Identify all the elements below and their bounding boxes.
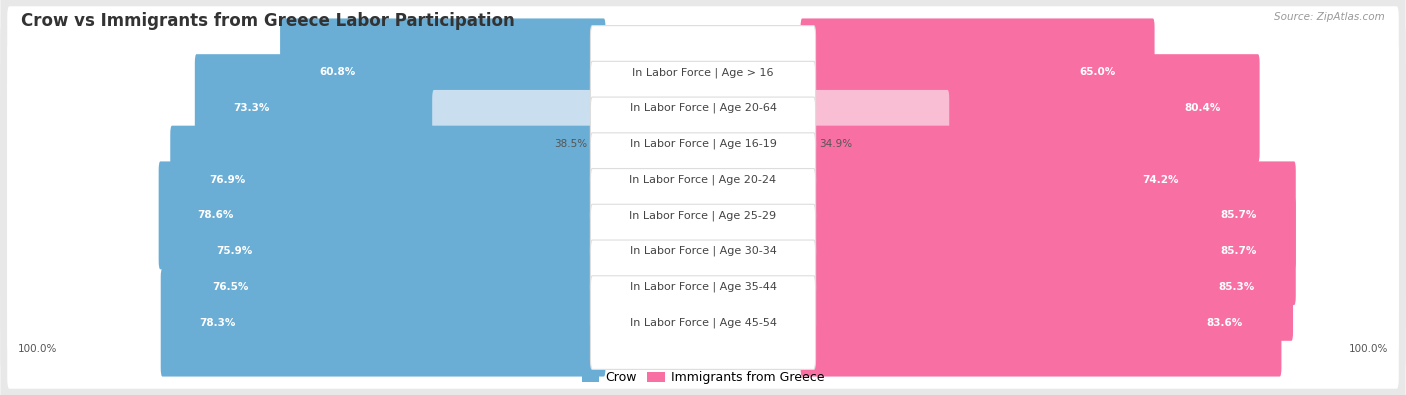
FancyBboxPatch shape [591,133,815,226]
Text: 76.9%: 76.9% [209,175,246,184]
FancyBboxPatch shape [800,233,1294,341]
Text: 73.3%: 73.3% [233,103,270,113]
FancyBboxPatch shape [591,97,815,191]
FancyBboxPatch shape [800,19,1154,126]
FancyBboxPatch shape [800,126,1218,233]
Text: In Labor Force | Age 30-34: In Labor Force | Age 30-34 [630,246,776,256]
FancyBboxPatch shape [800,162,1296,269]
FancyBboxPatch shape [0,130,1406,301]
FancyBboxPatch shape [0,59,1406,229]
FancyBboxPatch shape [800,197,1296,305]
FancyBboxPatch shape [170,126,606,233]
FancyBboxPatch shape [0,166,1406,336]
FancyBboxPatch shape [800,54,1260,162]
FancyBboxPatch shape [591,240,815,334]
Text: Source: ZipAtlas.com: Source: ZipAtlas.com [1274,12,1385,22]
FancyBboxPatch shape [7,6,1399,139]
Text: 85.7%: 85.7% [1220,246,1257,256]
Text: In Labor Force | Age 35-44: In Labor Force | Age 35-44 [630,282,776,292]
FancyBboxPatch shape [591,204,815,298]
FancyBboxPatch shape [159,162,606,269]
FancyBboxPatch shape [800,90,949,198]
Text: 34.9%: 34.9% [818,139,852,149]
FancyBboxPatch shape [7,221,1399,353]
FancyBboxPatch shape [0,0,1406,158]
FancyBboxPatch shape [195,54,606,162]
FancyBboxPatch shape [0,237,1406,395]
FancyBboxPatch shape [7,185,1399,317]
Text: In Labor Force | Age 45-54: In Labor Force | Age 45-54 [630,317,776,328]
FancyBboxPatch shape [591,26,815,119]
Text: 100.0%: 100.0% [1350,344,1389,354]
Legend: Crow, Immigrants from Greece: Crow, Immigrants from Greece [576,367,830,389]
Text: 38.5%: 38.5% [554,139,588,149]
FancyBboxPatch shape [160,269,606,376]
FancyBboxPatch shape [432,90,606,198]
Text: 75.9%: 75.9% [217,246,252,256]
Text: 78.6%: 78.6% [198,211,233,220]
FancyBboxPatch shape [800,269,1281,376]
Text: 80.4%: 80.4% [1184,103,1220,113]
Text: In Labor Force | Age > 16: In Labor Force | Age > 16 [633,67,773,78]
Text: Crow vs Immigrants from Greece Labor Participation: Crow vs Immigrants from Greece Labor Par… [21,12,515,30]
FancyBboxPatch shape [591,169,815,262]
Text: In Labor Force | Age 20-64: In Labor Force | Age 20-64 [630,103,776,113]
FancyBboxPatch shape [591,276,815,369]
FancyBboxPatch shape [280,19,606,126]
FancyBboxPatch shape [7,149,1399,282]
Text: 83.6%: 83.6% [1206,318,1243,327]
Text: 76.5%: 76.5% [212,282,249,292]
FancyBboxPatch shape [7,42,1399,174]
Text: 85.7%: 85.7% [1220,211,1257,220]
FancyBboxPatch shape [7,113,1399,246]
FancyBboxPatch shape [591,61,815,155]
Text: 85.3%: 85.3% [1218,282,1254,292]
Text: 60.8%: 60.8% [319,68,356,77]
Text: In Labor Force | Age 25-29: In Labor Force | Age 25-29 [630,210,776,221]
Text: 100.0%: 100.0% [17,344,56,354]
Text: In Labor Force | Age 16-19: In Labor Force | Age 16-19 [630,139,776,149]
FancyBboxPatch shape [0,94,1406,265]
FancyBboxPatch shape [173,233,606,341]
Text: 74.2%: 74.2% [1142,175,1178,184]
FancyBboxPatch shape [7,256,1399,389]
Text: 65.0%: 65.0% [1080,68,1116,77]
Text: In Labor Force | Age 20-24: In Labor Force | Age 20-24 [630,174,776,185]
FancyBboxPatch shape [177,197,606,305]
Text: 78.3%: 78.3% [200,318,236,327]
FancyBboxPatch shape [0,202,1406,372]
FancyBboxPatch shape [0,23,1406,193]
FancyBboxPatch shape [7,78,1399,210]
